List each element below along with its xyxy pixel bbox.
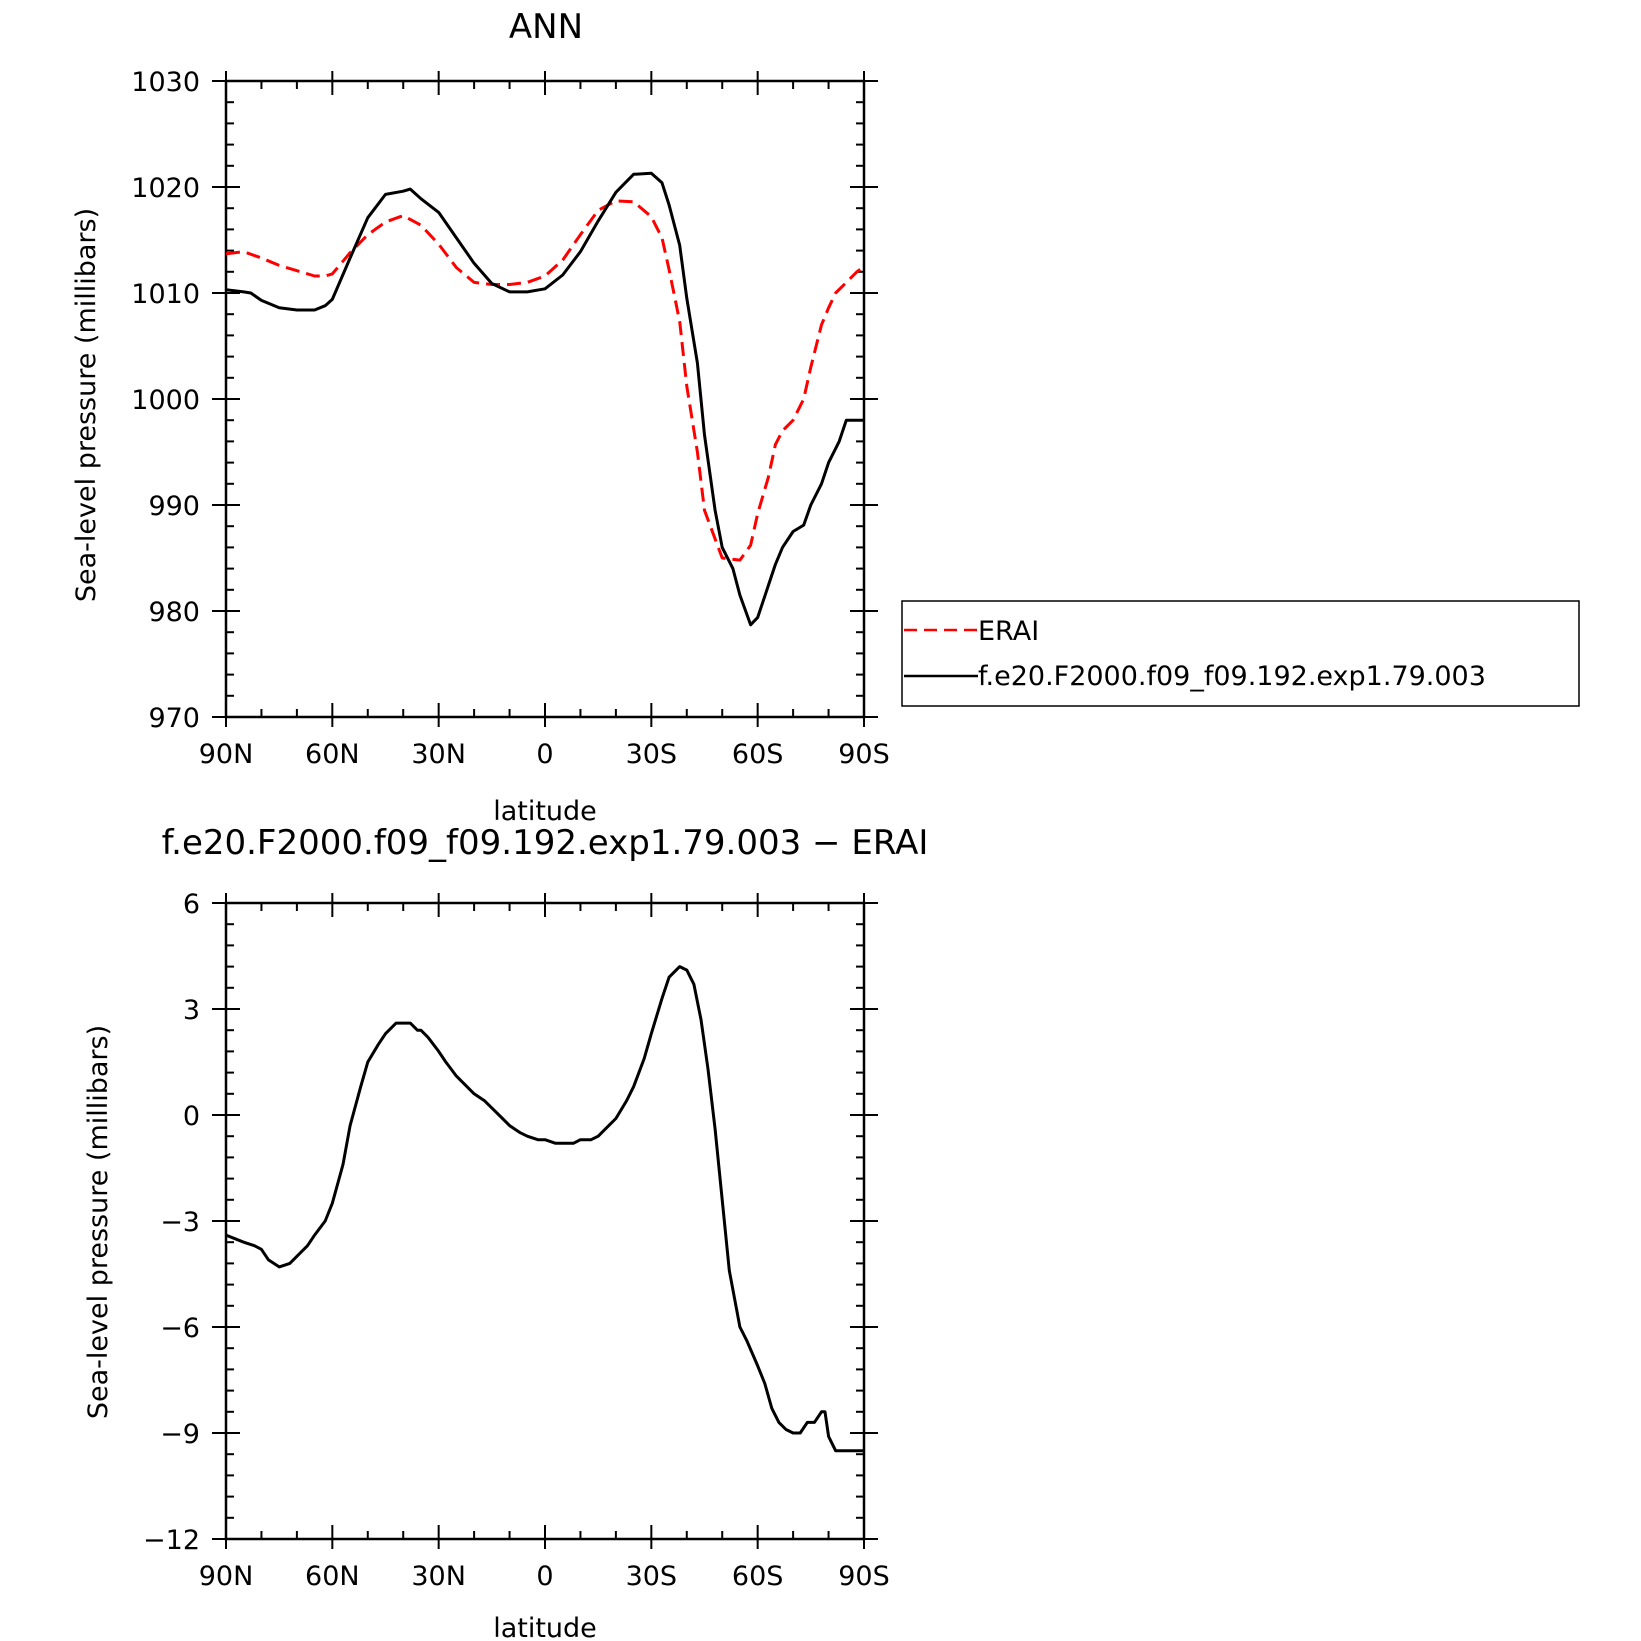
plot-frame	[224, 79, 866, 719]
y-tick-label: 990	[148, 491, 200, 522]
y-tick-label: −9	[160, 1419, 200, 1450]
bottom-ylabel: Sea-level pressure (millibars)	[83, 1025, 114, 1419]
legend-label-model: f.e20.F2000.f09_f09.192.exp1.79.003	[978, 661, 1486, 692]
top-chart-title: ANN	[509, 7, 583, 47]
series-line-b	[226, 171, 864, 627]
top-xlabel: latitude	[493, 796, 597, 827]
x-tick-label: 0	[536, 739, 553, 770]
x-tick-label: 90S	[838, 1561, 890, 1592]
x-tick-label: 90N	[199, 739, 254, 770]
y-tick-label: −3	[160, 1207, 200, 1238]
x-tick-label: 60N	[305, 1561, 360, 1592]
x-tick-label: 60N	[305, 739, 360, 770]
y-tick-label: 1000	[131, 385, 200, 416]
series-line-a	[226, 199, 864, 562]
bottom-xlabel: latitude	[493, 1613, 597, 1641]
legend-label-erai: ERAI	[978, 616, 1039, 647]
x-tick-label: 30S	[626, 1561, 678, 1592]
plot-frame	[224, 901, 866, 1541]
y-tick-label: 1010	[131, 279, 200, 310]
legend-box	[901, 600, 1580, 707]
y-tick-label: 970	[148, 703, 200, 734]
top-ylabel: Sea-level pressure (millibars)	[71, 208, 102, 602]
x-tick-label: 60S	[732, 739, 784, 770]
x-tick-label: 90N	[199, 1561, 254, 1592]
y-tick-label: 1020	[131, 173, 200, 204]
legend: ERAI f.e20.F2000.f09_f09.192.exp1.79.003	[901, 600, 1580, 707]
x-tick-label: 90S	[838, 739, 890, 770]
bottom-chart: f.e20.F2000.f09_f09.192.exp1.79.003 − ER…	[83, 823, 928, 1641]
y-tick-label: 980	[148, 597, 200, 628]
x-tick-label: 30N	[411, 1561, 466, 1592]
y-tick-label: 1030	[131, 67, 200, 98]
x-tick-label: 30S	[626, 739, 678, 770]
x-tick-label: 30N	[411, 739, 466, 770]
y-tick-label: 3	[183, 995, 200, 1026]
x-tick-label: 0	[536, 1561, 553, 1592]
y-tick-label: −6	[160, 1313, 200, 1344]
bottom-chart-title: f.e20.F2000.f09_f09.192.exp1.79.003 − ER…	[162, 823, 929, 863]
y-tick-label: 0	[183, 1101, 200, 1132]
top-chart: ANN 90N 60N 30N 0 30S 60S 90S 1030 1020 1010 1000 9…	[71, 7, 890, 827]
x-tick-label: 60S	[732, 1561, 784, 1592]
y-tick-label: −12	[143, 1525, 200, 1556]
series-line-a	[226, 965, 864, 1453]
y-tick-label: 6	[183, 889, 200, 920]
